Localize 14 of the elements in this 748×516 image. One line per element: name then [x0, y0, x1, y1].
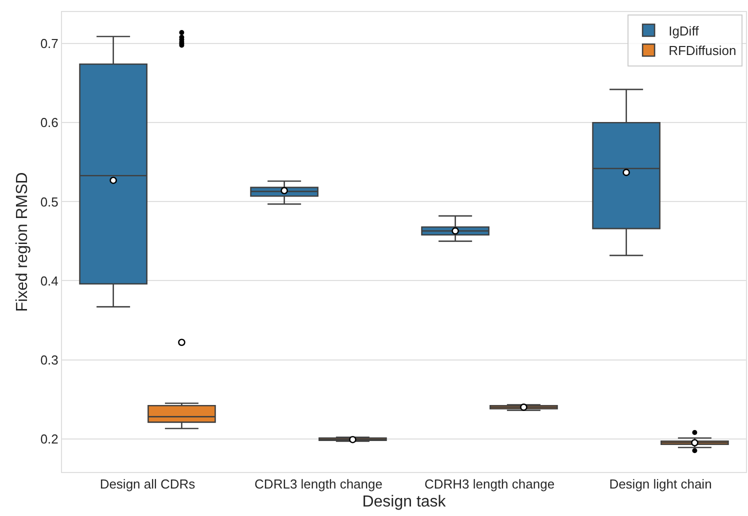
- x-tick-label: Design light chain: [609, 476, 712, 492]
- legend-label: IgDiff: [668, 23, 700, 38]
- x-tick-label: CDRH3 length change: [424, 476, 555, 492]
- y-tick-label: 0.3: [40, 352, 58, 368]
- x-tick-label: Design all CDRs: [100, 476, 196, 492]
- y-tick-label: 0.6: [40, 115, 58, 130]
- x-tick-label: CDRL3 length change: [254, 476, 382, 492]
- y-tick-label: 0.4: [40, 273, 58, 288]
- y-axis-title: Fixed region RMSD: [14, 172, 32, 312]
- x-axis-title: Design task: [362, 493, 447, 510]
- legend-label: RFDiffusion: [668, 43, 736, 58]
- y-tick-label: 0.5: [40, 194, 58, 210]
- y-tick-label: 0.2: [40, 431, 58, 446]
- y-tick-label: 0.7: [40, 36, 58, 52]
